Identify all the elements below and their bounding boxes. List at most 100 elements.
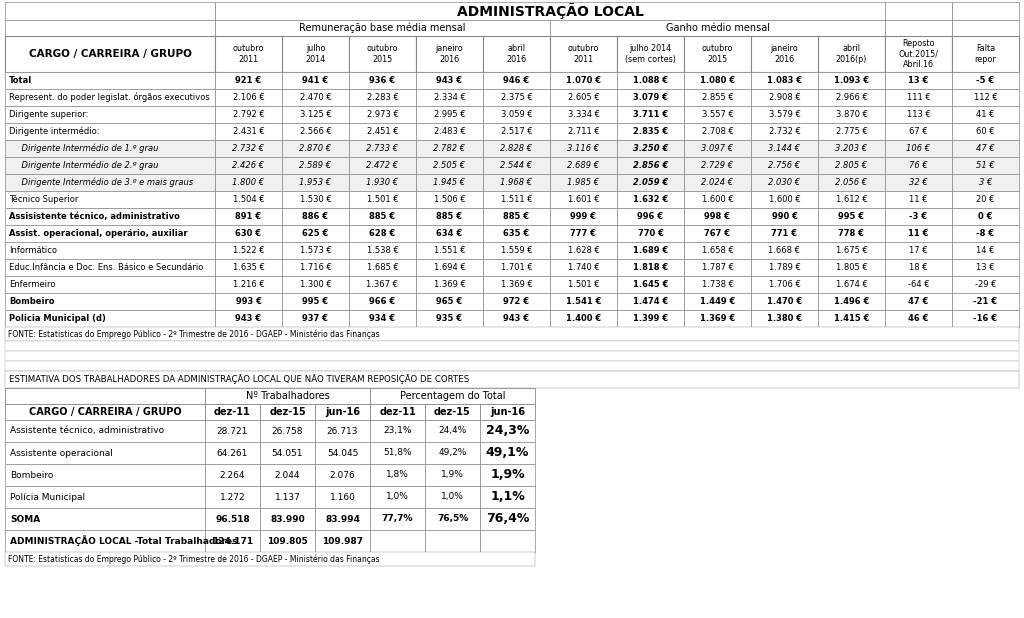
Text: 3.334 €: 3.334 €	[567, 110, 599, 119]
Bar	[550, 191, 617, 208]
Bar	[416, 123, 483, 140]
Text: 1.675 €: 1.675 €	[836, 246, 867, 255]
Text: 26.758: 26.758	[271, 426, 303, 436]
Bar	[684, 276, 751, 293]
Text: Enfermeiro: Enfermeiro	[9, 280, 55, 289]
Text: 1,8%: 1,8%	[386, 470, 409, 480]
Text: 1.137: 1.137	[274, 493, 300, 501]
Bar	[370, 388, 535, 404]
Bar	[550, 259, 617, 276]
Text: 1.685 €: 1.685 €	[367, 263, 398, 272]
Text: jun-16: jun-16	[325, 407, 360, 417]
Bar	[349, 225, 416, 242]
Text: Total: Total	[9, 76, 32, 85]
Text: Bombeiro: Bombeiro	[10, 470, 53, 480]
Text: 2.856 €: 2.856 €	[633, 161, 669, 170]
Bar	[215, 242, 282, 259]
Text: 1.601 €: 1.601 €	[567, 195, 599, 204]
Text: 2.483 €: 2.483 €	[433, 127, 466, 136]
Bar	[349, 310, 416, 327]
Bar	[952, 36, 1019, 72]
Bar	[550, 310, 617, 327]
Bar	[5, 191, 215, 208]
Bar	[282, 174, 349, 191]
Text: 3.079 €: 3.079 €	[633, 93, 668, 102]
Text: 921 €: 921 €	[236, 76, 261, 85]
Text: 1.522 €: 1.522 €	[232, 246, 264, 255]
Bar	[205, 388, 370, 404]
Text: 1,0%: 1,0%	[386, 493, 409, 501]
Text: 1.632 €: 1.632 €	[633, 195, 669, 204]
Bar	[5, 310, 215, 327]
Text: 1.628 €: 1.628 €	[567, 246, 599, 255]
Bar	[349, 242, 416, 259]
Bar	[315, 508, 370, 530]
Bar	[315, 420, 370, 442]
Bar	[205, 442, 260, 464]
Text: 1.160: 1.160	[330, 493, 355, 501]
Text: 3.579 €: 3.579 €	[769, 110, 801, 119]
Text: 1.501 €: 1.501 €	[367, 195, 398, 204]
Text: 1.530 €: 1.530 €	[300, 195, 332, 204]
Text: 1.689 €: 1.689 €	[633, 246, 668, 255]
Text: julho 2014
(sem cortes): julho 2014 (sem cortes)	[625, 44, 676, 64]
Text: 1.272: 1.272	[220, 493, 246, 501]
Text: Dirigente Intermédio de 1.º grau: Dirigente Intermédio de 1.º grau	[11, 144, 159, 153]
Text: 1.635 €: 1.635 €	[232, 263, 264, 272]
Bar	[315, 442, 370, 464]
Bar	[480, 464, 535, 486]
Bar	[5, 106, 215, 123]
Text: 2.059 €: 2.059 €	[633, 178, 669, 187]
Bar	[751, 208, 818, 225]
Text: 1.216 €: 1.216 €	[232, 280, 264, 289]
Text: FONTE: Estatisticas do Emprego Público - 2º Trimestre de 2016 - DGAEP - Ministér: FONTE: Estatisticas do Emprego Público -…	[8, 329, 380, 339]
Bar	[952, 123, 1019, 140]
Text: 2.044: 2.044	[274, 470, 300, 480]
Text: 630 €: 630 €	[236, 229, 261, 238]
Bar	[5, 508, 205, 530]
Bar	[617, 72, 684, 89]
Bar	[282, 72, 349, 89]
Bar	[5, 293, 215, 310]
Bar	[425, 404, 480, 420]
Bar	[5, 464, 205, 486]
Text: 2.426 €: 2.426 €	[232, 161, 264, 170]
Bar	[5, 225, 215, 242]
Text: 635 €: 635 €	[504, 229, 529, 238]
Bar	[483, 36, 550, 72]
Bar	[349, 36, 416, 72]
Bar	[5, 242, 215, 259]
Bar	[5, 276, 215, 293]
Text: -21 €: -21 €	[974, 297, 997, 306]
Text: 777 €: 777 €	[570, 229, 597, 238]
Text: 2.470 €: 2.470 €	[300, 93, 332, 102]
Bar	[416, 259, 483, 276]
Bar	[370, 442, 425, 464]
Bar	[617, 123, 684, 140]
Text: 2.966 €: 2.966 €	[836, 93, 867, 102]
Text: 2.472 €: 2.472 €	[367, 161, 398, 170]
Bar	[5, 36, 215, 72]
Bar	[550, 123, 617, 140]
Text: 1.789 €: 1.789 €	[769, 263, 801, 272]
Text: 2.605 €: 2.605 €	[567, 93, 599, 102]
Text: outubro
2011: outubro 2011	[567, 44, 599, 64]
Bar	[282, 140, 349, 157]
Bar	[617, 259, 684, 276]
Text: 767 €: 767 €	[705, 229, 730, 238]
Text: 1.930 €: 1.930 €	[367, 178, 398, 187]
Bar	[5, 388, 205, 404]
Text: Policia Municipal (d): Policia Municipal (d)	[9, 314, 105, 323]
Text: 1.511 €: 1.511 €	[501, 195, 532, 204]
Bar	[818, 157, 885, 174]
Text: 112 €: 112 €	[974, 93, 997, 102]
Text: 26.713: 26.713	[327, 426, 358, 436]
Bar	[215, 106, 282, 123]
Text: 1.506 €: 1.506 €	[433, 195, 465, 204]
Bar	[550, 208, 617, 225]
Text: Reposto
Out.2015/
Abril.16: Reposto Out.2015/ Abril.16	[898, 39, 939, 69]
Text: Dirigente Intermédio de 2.º grau: Dirigente Intermédio de 2.º grau	[11, 161, 159, 170]
Bar	[480, 420, 535, 442]
Bar	[818, 72, 885, 89]
Bar	[885, 276, 952, 293]
